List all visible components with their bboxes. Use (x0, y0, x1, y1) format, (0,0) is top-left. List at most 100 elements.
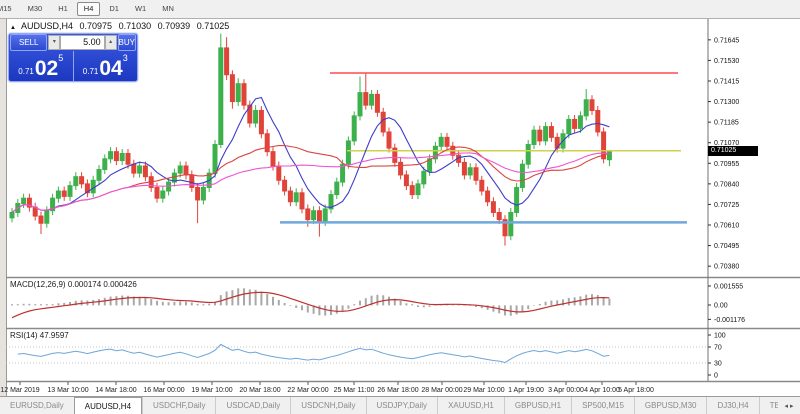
candle-down (305, 208, 311, 221)
candles (9, 33, 612, 246)
candle-up (177, 165, 183, 174)
candle-up (67, 185, 73, 197)
candle-down (589, 99, 595, 112)
macd-tick-label: -0.001176 (714, 317, 745, 324)
time-tick-label: 25 Mar 11:00 (334, 387, 375, 394)
candle-up (9, 211, 15, 219)
timeframe-button-d1[interactable]: D1 (109, 4, 119, 13)
bar-low: 0.70939 (157, 21, 191, 31)
time-axis[interactable]: 12 Mar 2019 13 Mar 10:00 14 Mar 18:00 16 Ma… (0, 382, 654, 394)
timeframe-toolbar: M15 M30 H1 H4 D1 W1 MN (0, 0, 800, 19)
macd-indicator-label: MACD(12,26,9) 0.000174 0.000426 (10, 280, 137, 289)
candle-down (595, 110, 601, 133)
buy-price-pips: 04 (99, 57, 123, 80)
tab-eurusd-daily[interactable]: EURUSD,Daily (10, 401, 64, 410)
timeframe-button-h4[interactable]: H4 (76, 2, 101, 16)
candle-up (328, 194, 334, 210)
candle-up (50, 197, 56, 212)
rsi-axis: 100 70 30 0 (708, 333, 726, 380)
trade-panel-prices: 0.71 02 5 0.71 04 3 (9, 51, 137, 81)
tab-dj30-h4[interactable]: DJ30,H4 (706, 397, 758, 414)
tab-usdcad-daily[interactable]: USDCAD,Daily (215, 397, 290, 414)
one-click-trading-panel: SELL ▾ 5.00 ▴ BUY 0.71 02 5 0.71 04 3 (8, 33, 138, 82)
sell-price-point: 5 (58, 53, 64, 63)
chart-background (6, 18, 800, 396)
timeframe-button-h1[interactable]: H1 (58, 4, 68, 13)
candle-down (548, 126, 554, 138)
candle-up (357, 92, 363, 117)
price-tick-label: 0.71645 (714, 37, 739, 44)
candle-up (427, 158, 433, 172)
candle-down (79, 176, 85, 185)
candle-up (606, 150, 612, 161)
candle-down (61, 190, 67, 197)
candle-down (224, 47, 230, 76)
price-tick-label: 0.71185 (714, 120, 739, 127)
candle-down (374, 93, 380, 113)
tab-audusd-h4[interactable]: AUDUSD,H4 (73, 397, 143, 414)
sell-price-pips: 02 (34, 57, 59, 80)
candle-up (322, 208, 328, 222)
candle-up (508, 211, 514, 237)
candle-up (102, 158, 108, 171)
macd-axis: 0.001555 0.00 -0.001176 (708, 284, 745, 324)
symbol-label: AUDUSD,H4 (20, 21, 73, 31)
macd-tick-label: 0.001555 (714, 284, 743, 291)
volume-input[interactable]: 5.00 (60, 35, 105, 50)
volume-decrease-button[interactable]: ▾ (48, 35, 61, 50)
candle-down (26, 197, 32, 208)
time-tick-label: 26 Mar 18:00 (377, 387, 418, 394)
rsi-indicator-label: RSI(14) 47.9597 (10, 331, 69, 340)
tab-xauusd-h1[interactable]: XAUUSD,H1 (437, 397, 504, 414)
price-axis[interactable]: 0.71645 0.71530 0.71415 0.71300 0.71185 0.710… (708, 37, 739, 271)
candle-up (415, 183, 421, 196)
tab-tech100-h1[interactable]: TECH100,H1 (758, 397, 778, 414)
timeframe-button-m15[interactable]: M15 (0, 4, 12, 13)
macd-signal-line (11, 291, 610, 319)
candle-up (531, 129, 537, 146)
candle-up (566, 118, 572, 135)
buy-price[interactable]: 0.71 04 3 (74, 51, 138, 81)
price-tick-label: 0.70495 (714, 243, 739, 250)
time-tick-label: 16 Mar 00:00 (143, 387, 184, 394)
tab-usdcnh-daily[interactable]: USDCNH,Daily (290, 397, 365, 414)
tab-gbpusd-m30[interactable]: GBPUSD,M30 (633, 397, 707, 414)
tabs-scroll-left-icon[interactable]: ◂ (784, 403, 788, 410)
candle-down (479, 179, 485, 192)
timeframe-button-w1[interactable]: W1 (134, 4, 147, 13)
rsi-line (17, 343, 610, 364)
tab-usdjpy-daily[interactable]: USDJPY,Daily (365, 397, 438, 414)
price-tick-label: 0.71070 (714, 140, 739, 147)
timeframe-button-mn[interactable]: MN (162, 4, 174, 13)
time-tick-label: 29 Mar 10:00 (463, 387, 504, 394)
macd-values: 0.000174 0.000426 (67, 280, 137, 289)
candle-up (253, 110, 259, 124)
sell-button[interactable]: SELL (10, 34, 48, 51)
time-tick-label: 1 Apr 19:00 (508, 387, 544, 394)
sell-price[interactable]: 0.71 02 5 (9, 51, 74, 81)
price-tick-label: 0.70380 (714, 264, 739, 271)
buy-button[interactable]: BUY (117, 34, 136, 51)
time-tick-label: 28 Mar 00:00 (421, 387, 462, 394)
candle-up (44, 210, 50, 224)
time-tick-label: 22 Mar 00:00 (287, 387, 328, 394)
candle-down (537, 129, 543, 142)
candle-up (351, 115, 357, 142)
tab-usdchf-daily[interactable]: USDCHF,Daily (142, 397, 215, 414)
moving-average-8 (11, 96, 610, 213)
chart-tabs: EURUSD,Daily AUDUSD,H4 USDCHF,Daily USDCAD,… (0, 397, 778, 414)
bar-close: 0.71025 (196, 21, 230, 31)
candle-up (340, 163, 346, 183)
volume-increase-button[interactable]: ▴ (104, 35, 117, 50)
price-tick-label: 0.70610 (714, 223, 739, 230)
candle-down (392, 147, 398, 163)
tabs-scroll-right-icon[interactable]: ▸ (790, 403, 794, 410)
timeframe-button-m30[interactable]: M30 (27, 4, 43, 13)
candle-down (276, 165, 282, 181)
tab-gbpusd-h1[interactable]: GBPUSD,H1 (503, 397, 571, 414)
moving-average-45 (11, 152, 610, 213)
tab-sp500-m15[interactable]: SP500,M15 (571, 397, 634, 414)
candle-down (189, 174, 195, 188)
expand-icon[interactable]: ▲ (10, 25, 16, 31)
